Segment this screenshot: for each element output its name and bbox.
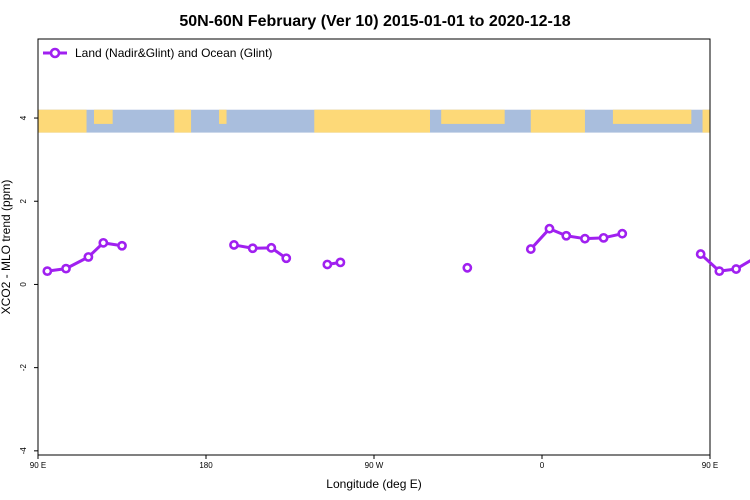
land-patch bbox=[38, 109, 87, 133]
data-point bbox=[335, 257, 346, 268]
y-tick-label: 0 bbox=[19, 282, 28, 287]
data-point bbox=[281, 253, 292, 264]
data-point bbox=[544, 223, 555, 234]
data-point bbox=[229, 240, 239, 250]
y-tick-label: -2 bbox=[19, 364, 28, 372]
land-patch bbox=[441, 109, 505, 124]
land-patch bbox=[314, 109, 430, 133]
data-point bbox=[61, 263, 71, 274]
data-point bbox=[617, 228, 628, 239]
x-tick-label: 90 E bbox=[30, 461, 46, 470]
land-patch bbox=[174, 109, 192, 133]
data-point bbox=[695, 249, 706, 259]
land-patch bbox=[702, 109, 710, 133]
y-tick-label: 4 bbox=[19, 115, 28, 120]
data-point bbox=[322, 259, 333, 270]
data-point bbox=[561, 230, 572, 241]
data-point bbox=[731, 264, 742, 274]
data-point bbox=[580, 233, 590, 244]
y-tick-label: 2 bbox=[19, 198, 28, 203]
series-line bbox=[233, 243, 288, 260]
map-band-land bbox=[38, 109, 710, 133]
y-axis: -4 -2 0 2 4 bbox=[19, 115, 38, 454]
legend-label: Land (Nadir&Glint) and Ocean (Glint) bbox=[75, 46, 272, 60]
legend-marker bbox=[49, 47, 61, 59]
data-point bbox=[42, 266, 53, 277]
data-point bbox=[598, 232, 609, 243]
x-tick-label: 180 bbox=[199, 461, 213, 470]
plot-frame bbox=[37, 38, 711, 456]
land-patch bbox=[94, 109, 113, 124]
data-series bbox=[42, 223, 750, 277]
y-tick-label: -4 bbox=[19, 447, 28, 455]
series-line bbox=[529, 227, 623, 251]
map-band bbox=[38, 109, 710, 133]
x-tick-label: 90 W bbox=[365, 461, 384, 470]
data-point bbox=[266, 242, 277, 253]
data-point bbox=[462, 262, 473, 273]
data-point bbox=[714, 266, 725, 277]
chart-title: 50N-60N February (Ver 10) 2015-01-01 to … bbox=[179, 13, 570, 30]
y-axis-label: XCO2 - MLO trend (ppm) bbox=[0, 180, 13, 315]
x-axis: 90 E 180 90 W 0 90 E bbox=[30, 455, 718, 470]
data-point bbox=[525, 244, 536, 254]
series-line bbox=[699, 252, 750, 273]
data-point bbox=[98, 237, 109, 248]
data-point bbox=[247, 243, 258, 254]
x-axis-label: Longitude (deg E) bbox=[326, 477, 421, 491]
land-patch bbox=[612, 109, 692, 124]
land-patch bbox=[530, 109, 585, 133]
land-patch bbox=[219, 109, 227, 124]
data-point bbox=[117, 240, 127, 251]
x-tick-label: 90 E bbox=[702, 461, 718, 470]
x-tick-label: 0 bbox=[540, 461, 545, 470]
legend: Land (Nadir&Glint) and Ocean (Glint) bbox=[43, 46, 272, 60]
data-point bbox=[83, 252, 94, 262]
